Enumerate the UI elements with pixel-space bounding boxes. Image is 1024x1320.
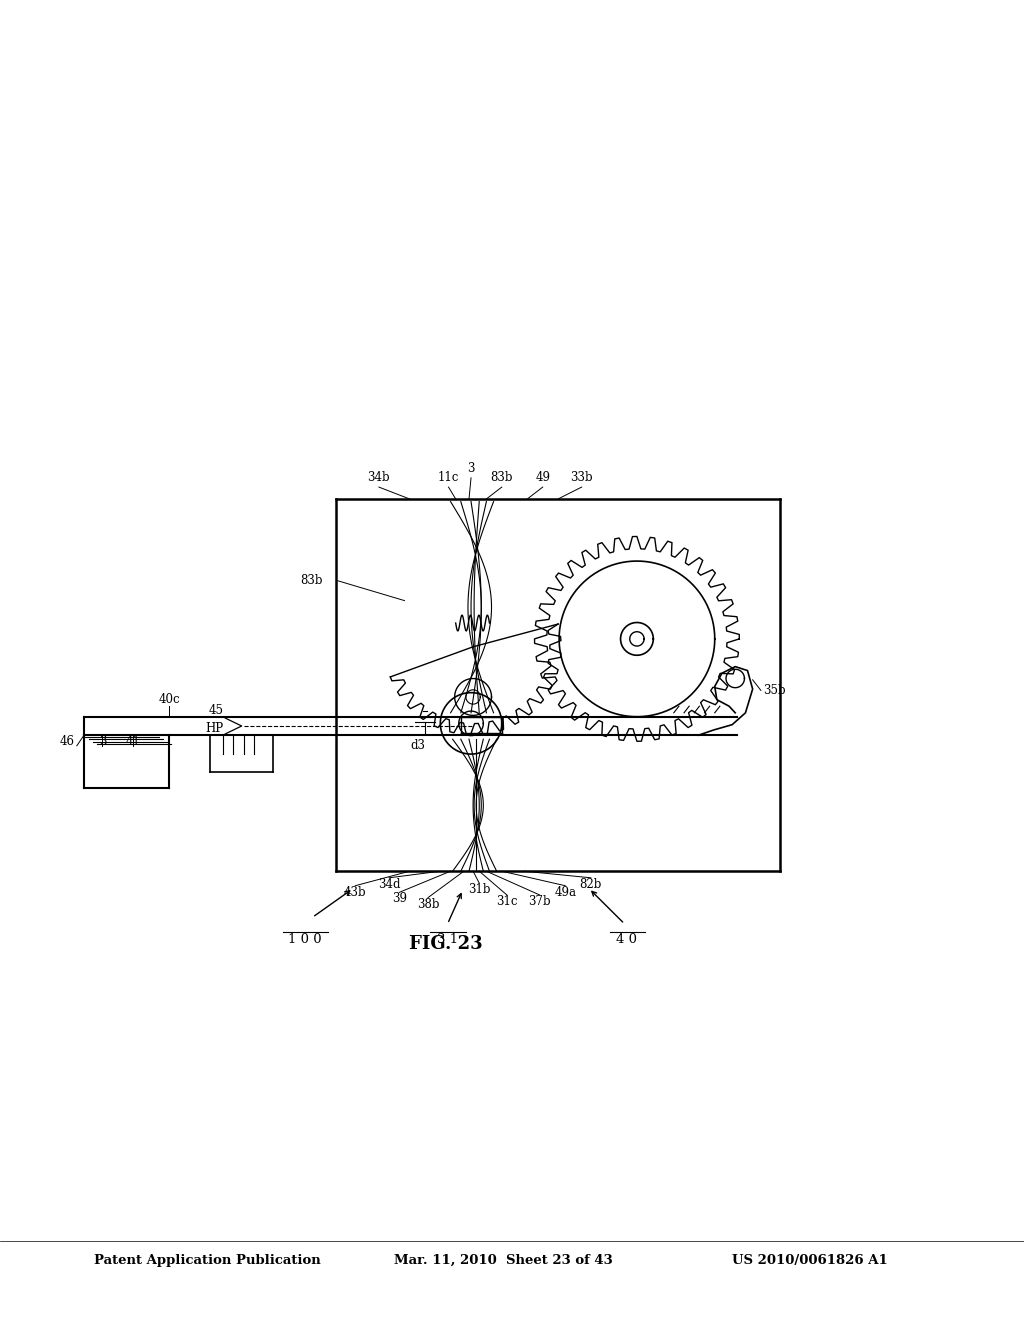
Text: 34d: 34d — [378, 878, 400, 891]
Text: d3: d3 — [411, 739, 425, 752]
Text: 11c: 11c — [438, 471, 459, 484]
Text: 31c: 31c — [497, 895, 517, 908]
Text: 3: 3 — [98, 735, 106, 748]
Text: 3: 3 — [467, 462, 475, 475]
Text: 38b: 38b — [417, 898, 439, 911]
Text: 3 1: 3 1 — [437, 933, 458, 946]
Text: 45: 45 — [208, 704, 223, 717]
Text: 46: 46 — [60, 735, 75, 748]
Text: Mar. 11, 2010  Sheet 23 of 43: Mar. 11, 2010 Sheet 23 of 43 — [394, 1254, 613, 1267]
Text: 1 0 0: 1 0 0 — [289, 933, 322, 946]
Text: 49a: 49a — [554, 886, 577, 899]
Text: US 2010/0061826 A1: US 2010/0061826 A1 — [732, 1254, 888, 1267]
Text: 83b: 83b — [300, 574, 323, 587]
Text: 41: 41 — [126, 735, 140, 748]
Text: HP: HP — [205, 722, 223, 735]
Text: 35b: 35b — [763, 684, 785, 697]
Text: 49: 49 — [536, 471, 550, 484]
Text: 37b: 37b — [528, 895, 551, 908]
Text: 31b: 31b — [468, 883, 490, 896]
Text: 43b: 43b — [344, 886, 367, 899]
Text: 39: 39 — [392, 892, 407, 906]
Text: 40c: 40c — [158, 693, 180, 706]
Text: 34b: 34b — [368, 471, 390, 484]
Text: 33b: 33b — [570, 471, 593, 484]
Text: FIG. 23: FIG. 23 — [409, 935, 482, 953]
Text: 82b: 82b — [580, 878, 602, 891]
Text: Patent Application Publication: Patent Application Publication — [94, 1254, 321, 1267]
Text: 4 0: 4 0 — [616, 933, 637, 946]
Text: 83b: 83b — [490, 471, 513, 484]
